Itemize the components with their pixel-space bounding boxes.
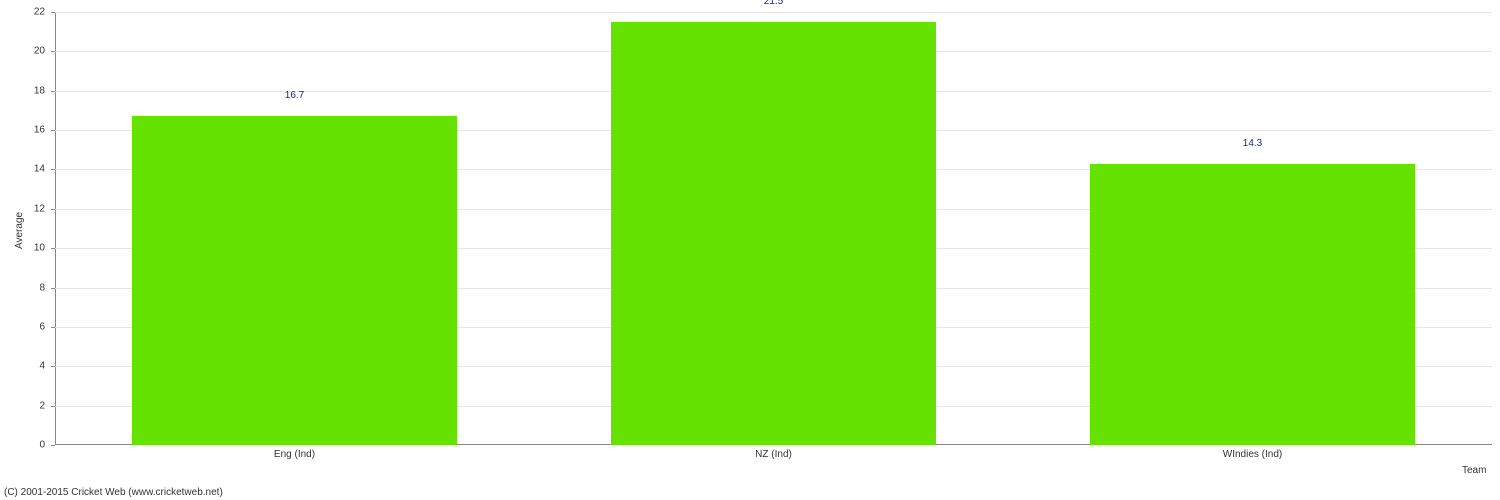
copyright-text: (C) 2001-2015 Cricket Web (www.cricketwe… <box>4 487 223 498</box>
y-tick-mark <box>51 366 55 367</box>
y-tick-label: 2 <box>15 400 45 411</box>
y-tick-label: 20 <box>15 46 45 57</box>
y-tick-mark <box>51 288 55 289</box>
y-tick-mark <box>51 209 55 210</box>
y-tick-mark <box>51 91 55 92</box>
x-tick-label: NZ (Ind) <box>755 449 792 460</box>
y-axis-line <box>55 12 56 445</box>
chart-container: 16.721.514.3 0246810121416182022 Eng (In… <box>0 0 1500 500</box>
bar <box>1090 164 1416 445</box>
plot-area: 16.721.514.3 <box>55 12 1492 445</box>
y-tick-label: 0 <box>15 440 45 451</box>
y-tick-label: 8 <box>15 282 45 293</box>
y-tick-mark <box>51 51 55 52</box>
y-tick-mark <box>51 169 55 170</box>
y-tick-label: 4 <box>15 361 45 372</box>
bar-value-label: 21.5 <box>764 0 783 9</box>
y-tick-mark <box>51 130 55 131</box>
y-tick-label: 16 <box>15 125 45 136</box>
y-axis-title: Average <box>14 211 25 248</box>
y-tick-label: 22 <box>15 7 45 18</box>
bar-value-label: 14.3 <box>1243 138 1262 151</box>
y-tick-mark <box>51 406 55 407</box>
y-tick-mark <box>51 12 55 13</box>
y-tick-label: 18 <box>15 85 45 96</box>
bar <box>132 116 458 445</box>
x-tick-label: Eng (Ind) <box>274 449 315 460</box>
bar-value-label: 16.7 <box>285 90 304 103</box>
y-tick-label: 14 <box>15 164 45 175</box>
x-tick-label: WIndies (Ind) <box>1223 449 1282 460</box>
y-tick-label: 6 <box>15 321 45 332</box>
y-tick-mark <box>51 248 55 249</box>
bar <box>611 22 937 445</box>
x-axis-title: Team <box>1462 465 1486 476</box>
y-tick-mark <box>51 327 55 328</box>
y-tick-mark <box>51 445 55 446</box>
grid-line <box>55 12 1492 13</box>
